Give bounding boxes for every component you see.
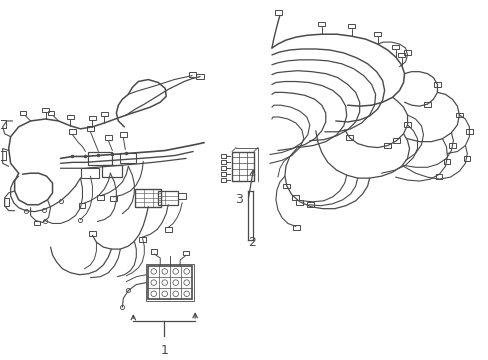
Bar	[283, 184, 290, 189]
Bar	[397, 53, 404, 57]
Bar	[148, 266, 192, 300]
Bar	[383, 143, 390, 148]
Text: 1: 1	[160, 344, 168, 357]
Bar	[101, 112, 108, 116]
Bar	[178, 193, 186, 199]
Bar	[465, 129, 472, 134]
Bar	[67, 115, 74, 119]
Bar	[158, 191, 178, 205]
Bar	[139, 237, 145, 242]
Bar	[464, 156, 469, 161]
Bar	[20, 111, 25, 115]
Bar	[89, 116, 96, 120]
Bar	[292, 195, 299, 200]
Bar	[436, 174, 442, 179]
Bar	[373, 32, 380, 36]
Bar	[188, 72, 195, 77]
Bar	[97, 195, 103, 200]
Bar	[403, 50, 410, 55]
Bar	[318, 22, 325, 26]
Bar	[196, 74, 203, 79]
Bar	[120, 153, 136, 163]
Bar	[120, 132, 126, 137]
Bar	[0, 151, 6, 160]
Bar	[80, 203, 85, 208]
Text: 2: 2	[247, 236, 255, 249]
Bar	[232, 152, 253, 181]
Bar	[392, 138, 399, 143]
Bar	[220, 172, 225, 176]
Bar	[88, 152, 112, 165]
Bar	[89, 231, 96, 236]
Bar	[34, 221, 40, 225]
Bar	[296, 200, 303, 205]
Bar	[69, 129, 76, 134]
Bar	[102, 165, 122, 177]
Bar	[0, 120, 6, 128]
Bar	[455, 113, 462, 117]
Bar	[151, 249, 157, 253]
Bar	[293, 225, 300, 230]
Bar	[306, 202, 314, 207]
Bar	[105, 135, 112, 140]
Bar	[275, 10, 282, 15]
Bar	[42, 108, 49, 112]
Bar	[164, 227, 171, 232]
Bar	[220, 178, 225, 182]
Bar	[220, 166, 225, 170]
Bar	[423, 102, 430, 107]
Bar	[146, 264, 194, 301]
Bar	[444, 159, 449, 164]
Bar	[4, 198, 9, 206]
Bar	[346, 135, 352, 140]
Bar	[87, 126, 94, 131]
Bar	[448, 143, 455, 148]
Bar	[183, 251, 189, 256]
Text: 3: 3	[235, 193, 243, 206]
Bar	[81, 168, 99, 178]
Bar	[220, 160, 225, 164]
Bar	[347, 24, 354, 28]
Bar	[220, 154, 225, 158]
Bar	[47, 111, 53, 115]
Bar	[110, 196, 117, 201]
Bar	[135, 189, 161, 207]
Bar	[391, 45, 398, 49]
Bar	[403, 122, 410, 127]
Bar	[433, 82, 440, 87]
